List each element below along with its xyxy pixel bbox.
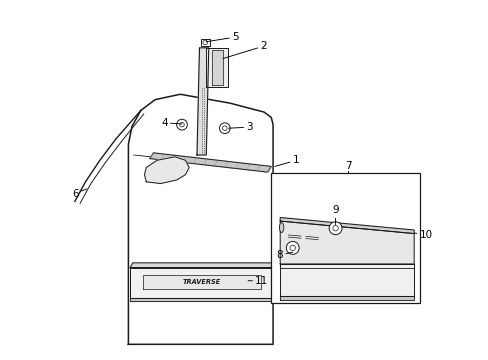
Text: 1: 1	[274, 156, 299, 166]
Polygon shape	[212, 50, 223, 85]
Circle shape	[285, 242, 299, 254]
Ellipse shape	[279, 222, 283, 233]
Circle shape	[332, 225, 338, 231]
Polygon shape	[197, 48, 208, 155]
Polygon shape	[206, 48, 228, 87]
Polygon shape	[130, 263, 273, 267]
Text: 11: 11	[247, 276, 268, 286]
Text: 8: 8	[276, 250, 292, 260]
Polygon shape	[130, 298, 271, 301]
Polygon shape	[130, 267, 271, 298]
Bar	[200, 39, 209, 46]
Text: 4: 4	[161, 118, 182, 128]
Text: 7: 7	[344, 161, 351, 171]
Text: 3: 3	[228, 122, 252, 132]
Polygon shape	[149, 153, 271, 172]
Circle shape	[289, 245, 295, 251]
Circle shape	[219, 123, 230, 134]
Text: 9: 9	[332, 205, 338, 225]
Text: 2: 2	[223, 41, 266, 59]
Polygon shape	[280, 221, 413, 264]
Polygon shape	[144, 157, 189, 184]
Polygon shape	[142, 275, 260, 289]
Circle shape	[180, 122, 184, 127]
Text: 5: 5	[205, 32, 238, 42]
Bar	[271, 173, 419, 303]
Circle shape	[328, 222, 341, 235]
Polygon shape	[280, 264, 413, 296]
Text: 6: 6	[72, 189, 86, 199]
Text: 10: 10	[413, 230, 432, 240]
Circle shape	[176, 119, 187, 130]
Polygon shape	[280, 217, 413, 234]
Polygon shape	[280, 296, 413, 300]
Text: TRAVERSE: TRAVERSE	[182, 279, 220, 285]
Circle shape	[222, 126, 226, 130]
Polygon shape	[280, 264, 413, 267]
